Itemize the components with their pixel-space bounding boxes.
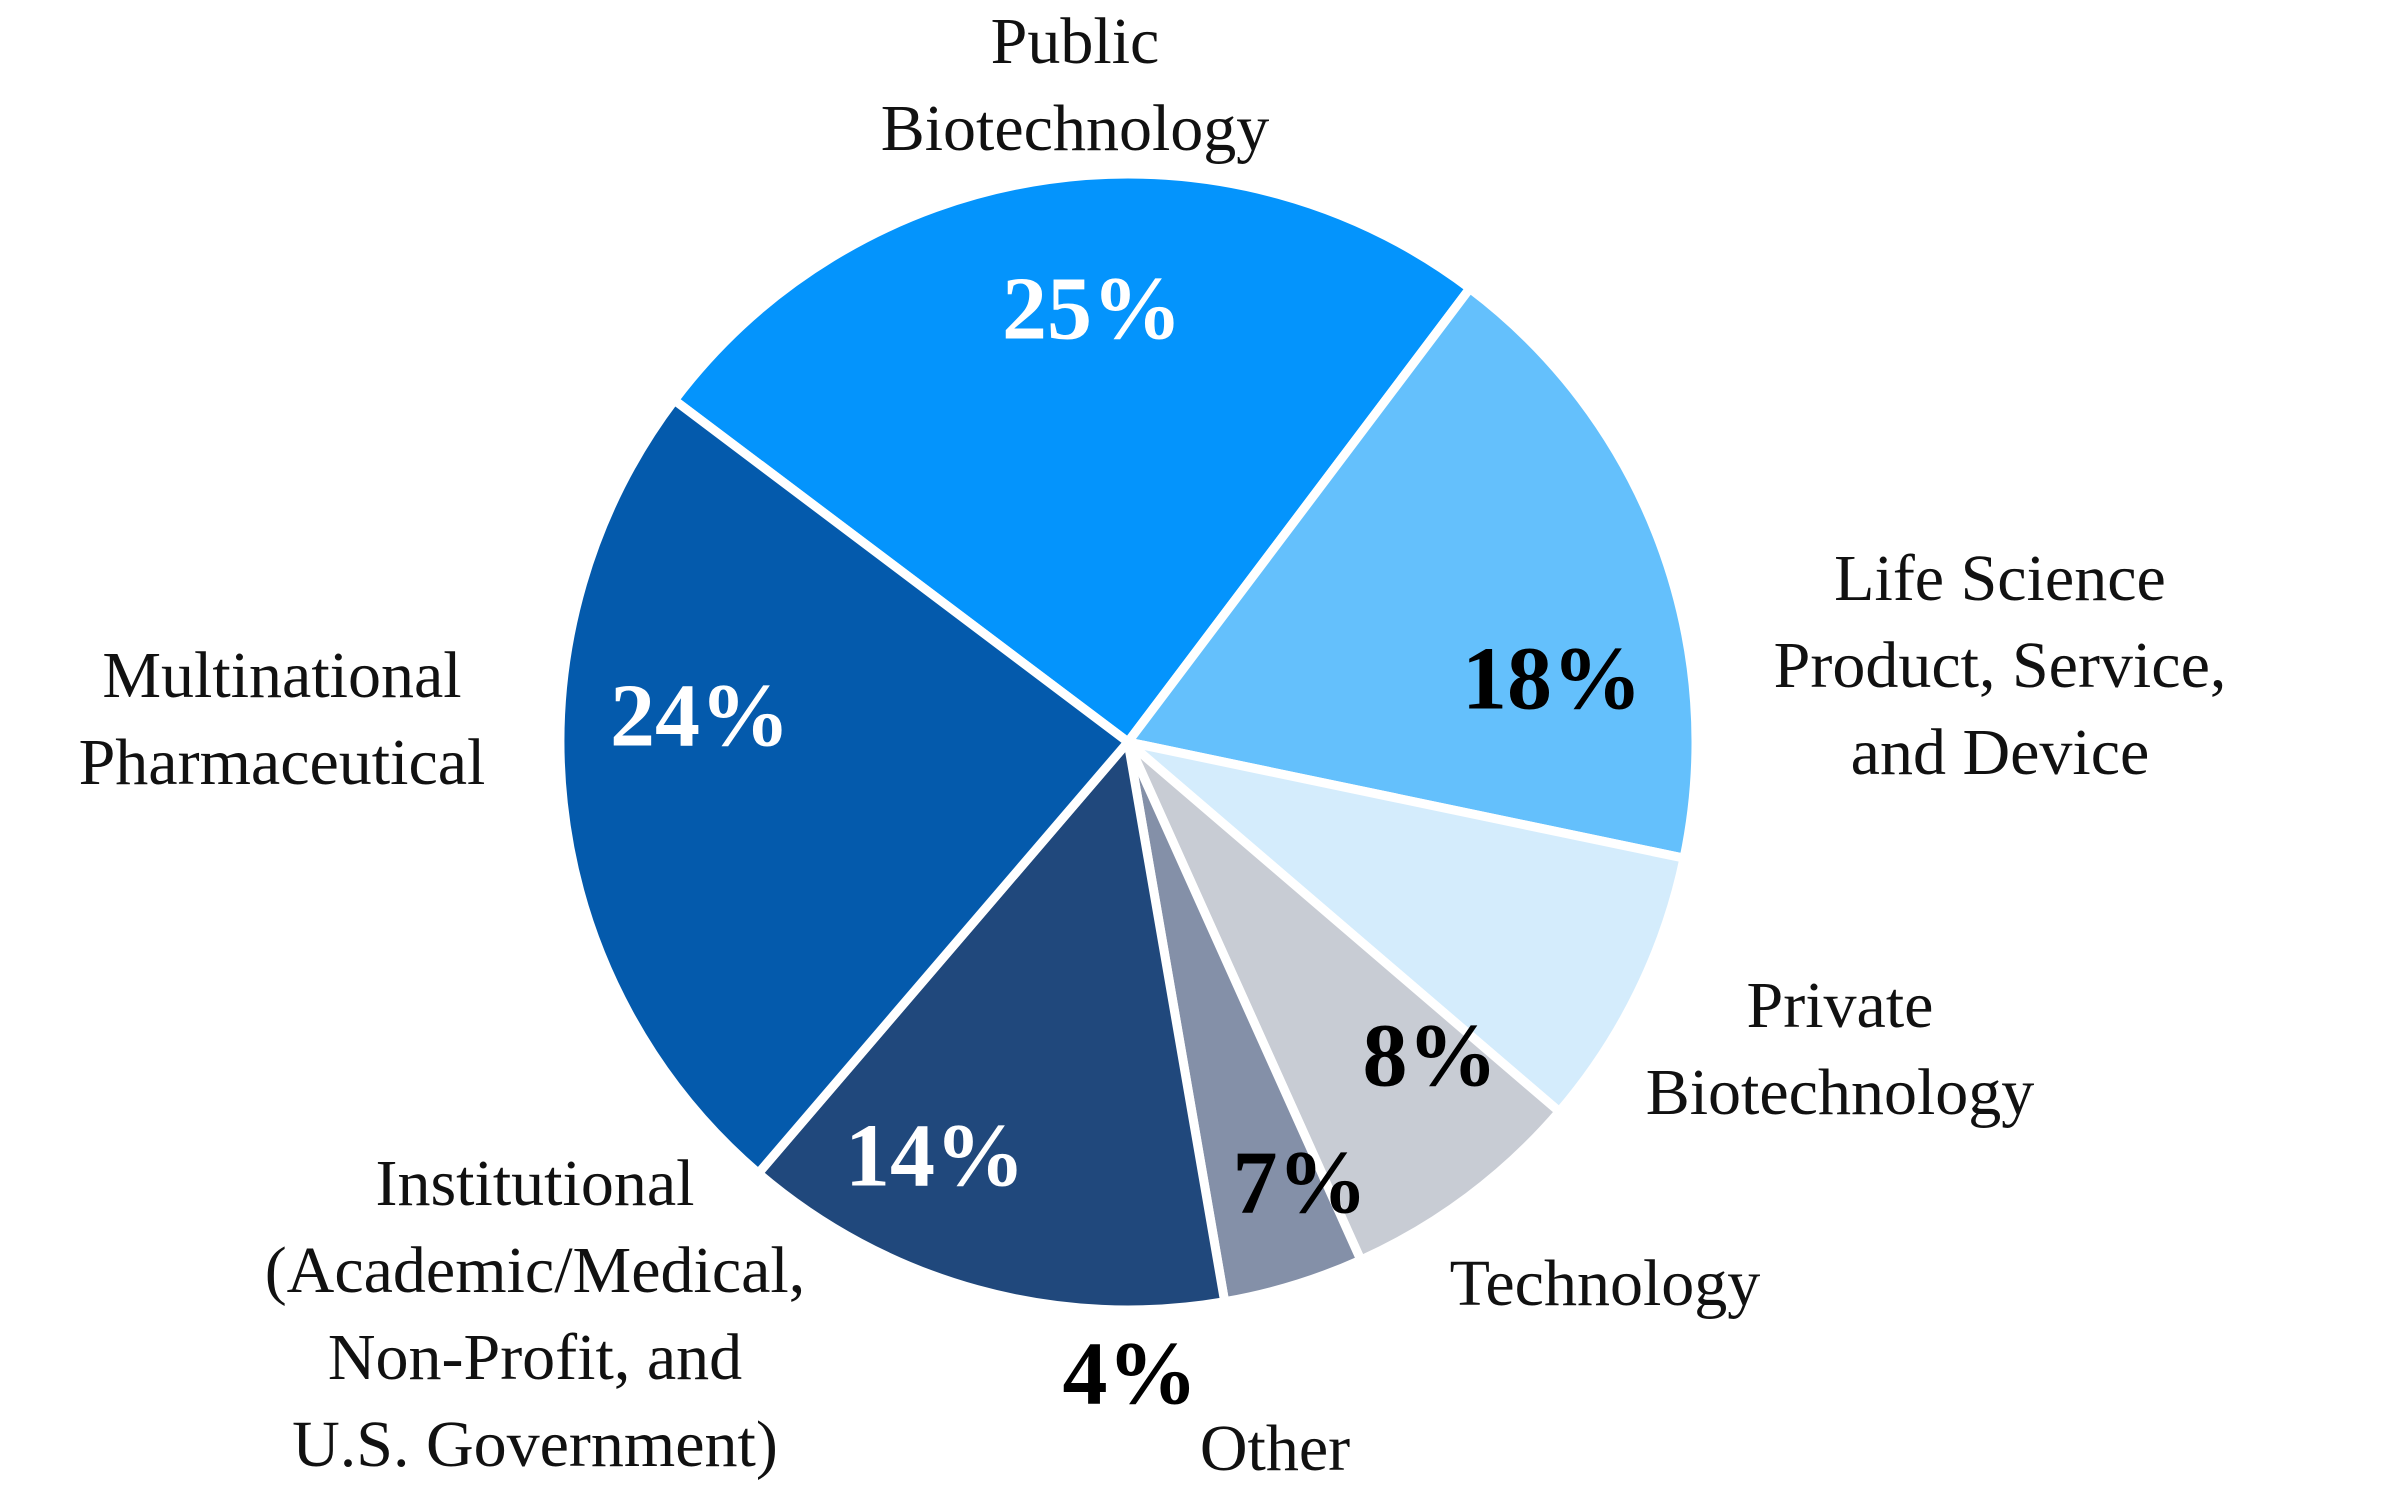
category-label-line: Private — [1747, 969, 1934, 1042]
category-label: Institutional (Academic/Medical, Non-Profi… — [265, 1147, 806, 1481]
category-label: Other — [1200, 1412, 1350, 1485]
category-label-line: (Academic/Medical, — [265, 1234, 806, 1307]
percentage-labels: 25% 18% 8% 7% 4% 14% 24% — [610, 260, 1642, 1424]
percentage-label: 7% — [1233, 1134, 1368, 1233]
category-label-line: Non-Profit, and — [328, 1321, 742, 1394]
percentage-label: 4% — [1063, 1325, 1198, 1424]
pie-slices — [555, 169, 1701, 1315]
percentage-label: 24% — [610, 667, 790, 766]
percentage-label: 8% — [1363, 1007, 1498, 1106]
category-label-line: Biotechnology — [1646, 1056, 2035, 1129]
category-label: Life Science Product, Service, and Device — [1774, 542, 2227, 789]
category-label-line: U.S. Government) — [292, 1408, 778, 1481]
percentage-label: 25% — [1002, 260, 1182, 359]
category-label: Technology — [1450, 1247, 1761, 1320]
category-label-line: Pharmaceutical — [79, 726, 486, 799]
category-label-line: Public — [991, 5, 1160, 78]
category-label-line: Technology — [1450, 1247, 1761, 1320]
category-label-line: Life Science — [1834, 542, 2166, 615]
category-label-line: Biotechnology — [881, 92, 1270, 165]
pie-slice-3 — [1123, 737, 1689, 1117]
percentage-label: 14% — [845, 1107, 1025, 1206]
category-label-line: Product, Service, — [1774, 629, 2227, 702]
pie-slice-4 — [1123, 737, 1564, 1265]
category-labels: Public Biotechnology Life Science Product, … — [79, 5, 2227, 1485]
pie-slice-1 — [669, 169, 1475, 747]
pie-slice-6 — [753, 737, 1230, 1315]
pie-slice-7 — [555, 395, 1133, 1178]
category-label: Public Biotechnology — [881, 5, 1270, 165]
category-label-line: Multinational — [102, 639, 461, 712]
category-label-line: Institutional — [376, 1147, 695, 1220]
pie-slice-2 — [1123, 283, 1701, 863]
category-label: Multinational Pharmaceutical — [79, 639, 486, 799]
category-label-line: Other — [1200, 1412, 1350, 1485]
category-label: Private Biotechnology — [1646, 969, 2035, 1129]
percentage-label: 18% — [1462, 630, 1642, 729]
category-label-line: and Device — [1851, 716, 2150, 789]
